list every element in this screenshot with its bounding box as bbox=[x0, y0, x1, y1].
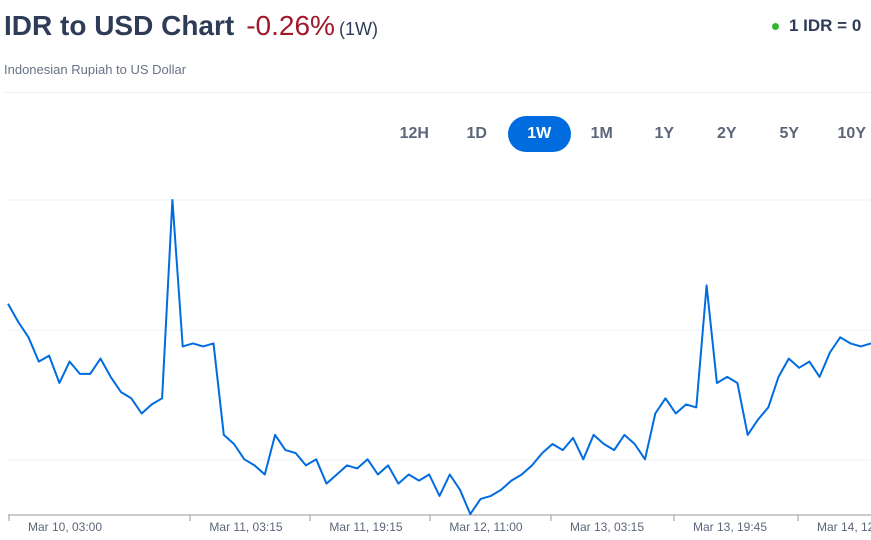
x-tick-label: Mar 13, 19:45 bbox=[693, 520, 767, 534]
change-percent: -0.26% bbox=[246, 10, 335, 41]
title-text: IDR to USD Chart bbox=[4, 10, 235, 41]
tab-5y[interactable]: 5Y bbox=[779, 125, 800, 142]
range-tabs: 12H 1D 1W 1M 1Y 2Y 5Y 10Y bbox=[383, 116, 871, 152]
tab-2y[interactable]: 2Y bbox=[716, 125, 737, 142]
rate-text: 1 IDR = 0 bbox=[789, 16, 862, 35]
x-tick-label: Mar 10, 03:00 bbox=[28, 520, 102, 534]
x-tick-label: Mar 12, 11:00 bbox=[449, 520, 522, 534]
divider bbox=[4, 92, 871, 93]
tab-1w[interactable]: 1W bbox=[508, 116, 571, 152]
tab-1d[interactable]: 1D bbox=[466, 125, 487, 142]
series-line bbox=[7, 199, 871, 516]
change-period: (1W) bbox=[338, 19, 378, 39]
x-tick-label: Mar 14, 12:15 bbox=[817, 520, 871, 534]
x-tick-label: Mar 11, 03:15 bbox=[209, 520, 282, 534]
tab-10y[interactable]: 10Y bbox=[837, 125, 866, 142]
tab-1y[interactable]: 1Y bbox=[654, 125, 675, 142]
tab-12h[interactable]: 12H bbox=[399, 125, 429, 142]
x-tick-label: Mar 11, 19:15 bbox=[329, 520, 402, 534]
page-title: IDR to USD Chart -0.26% (1W) bbox=[4, 10, 378, 42]
live-dot-icon bbox=[772, 23, 779, 31]
subtitle: Indonesian Rupiah to US Dollar bbox=[4, 62, 187, 77]
tab-1m[interactable]: 1M bbox=[590, 125, 613, 142]
live-rate: 1 IDR = 0 bbox=[772, 16, 861, 36]
x-tick-label: Mar 13, 03:15 bbox=[570, 520, 644, 534]
